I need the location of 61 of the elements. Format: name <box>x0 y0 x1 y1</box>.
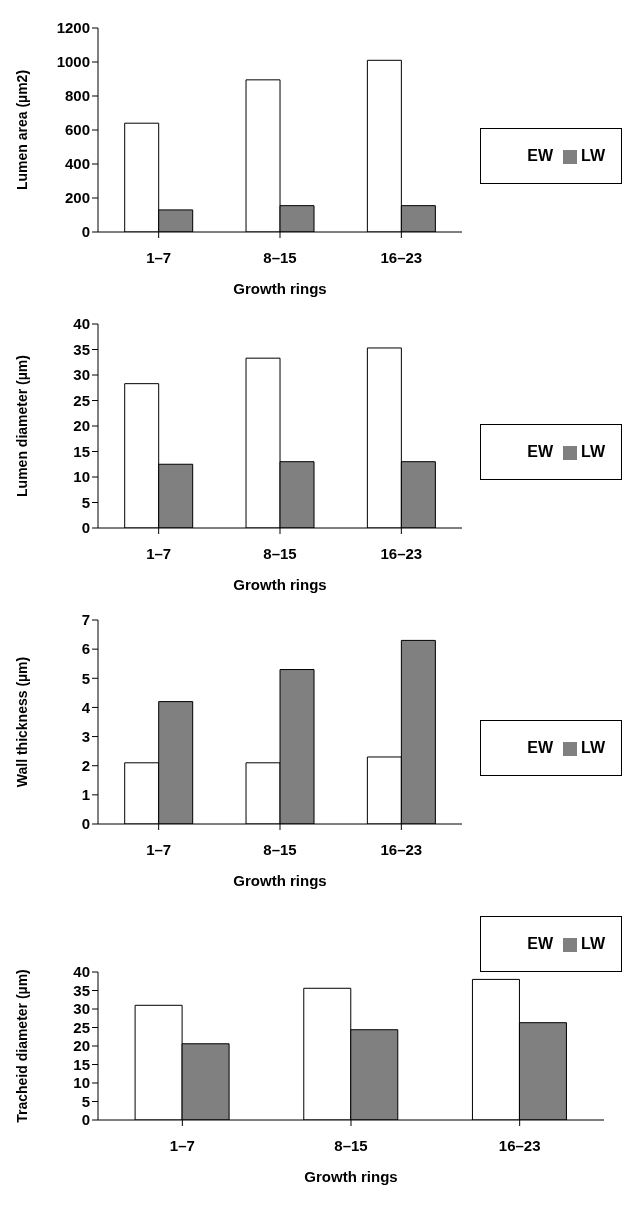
y-tick-label: 1000 <box>56 53 90 71</box>
x-tick-label: 1–7 <box>146 840 172 858</box>
y-tick-label: 2 <box>81 757 90 775</box>
y-tick-label: 200 <box>64 189 90 207</box>
x-axis-title: Growth rings <box>233 872 327 889</box>
y-tick-label: 600 <box>64 121 90 139</box>
y-tick-label: 7 <box>81 611 90 629</box>
y-tick-label: 3 <box>81 727 90 745</box>
x-tick-label: 8–15 <box>263 840 297 858</box>
x-tick-label: 16–23 <box>380 248 423 266</box>
y-axis-title: Tracheid diameter (µm) <box>13 969 30 1123</box>
y-tick-label: 5 <box>81 493 90 511</box>
y-tick-label: 35 <box>73 981 90 999</box>
y-tick-label: 40 <box>73 963 90 981</box>
x-tick-label: 16–23 <box>380 840 423 858</box>
x-tick-label: 16–23 <box>380 544 423 562</box>
legend-label: LW <box>581 935 605 952</box>
y-tick-label: 25 <box>73 1018 90 1036</box>
y-tick-label: 10 <box>73 468 90 486</box>
legend-label: LW <box>581 147 605 164</box>
y-tick-label: 30 <box>73 1000 90 1018</box>
x-tick-label: 8–15 <box>263 544 297 562</box>
y-tick-label: 25 <box>73 391 90 409</box>
y-tick-label: 6 <box>81 640 90 658</box>
x-tick-label: 16–23 <box>498 1136 541 1154</box>
text: EW <box>527 443 553 460</box>
legend-label: LW <box>581 443 605 460</box>
y-tick-label: 15 <box>73 1055 90 1073</box>
y-tick-label: 15 <box>73 442 90 460</box>
y-tick-label: 40 <box>73 315 90 333</box>
y-tick-label: 0 <box>81 1111 90 1129</box>
y-tick-label: 0 <box>81 223 90 241</box>
text: EW <box>527 739 553 756</box>
y-tick-label: 5 <box>81 669 90 687</box>
x-tick-label: 1–7 <box>146 248 172 266</box>
y-tick-label: 20 <box>73 417 90 435</box>
y-tick-label: 10 <box>73 1074 90 1092</box>
series-label: EW <box>527 935 553 952</box>
y-tick-label: 0 <box>81 519 90 537</box>
y-tick-label: 1 <box>81 786 90 804</box>
text: EW <box>527 147 553 164</box>
y-tick-label: 35 <box>73 340 90 358</box>
y-axis-title: Lumen area (µm2) <box>13 69 30 191</box>
y-tick-label: 20 <box>73 1037 90 1055</box>
y-tick-label: 5 <box>81 1092 90 1110</box>
x-tick-label: 1–7 <box>146 544 172 562</box>
y-tick-label: 400 <box>64 155 90 173</box>
x-axis-title: Growth rings <box>304 1168 398 1185</box>
legend-label: LW <box>581 739 605 756</box>
x-tick-label: 8–15 <box>263 248 297 266</box>
y-tick-label: 4 <box>81 698 91 716</box>
x-axis-title: Growth rings <box>233 280 327 297</box>
y-tick-label: 0 <box>81 815 90 833</box>
y-tick-label: 800 <box>64 87 90 105</box>
y-axis-title: Lumen diameter (µm) <box>13 355 30 497</box>
y-axis-title: Wall thickness (µm) <box>13 656 30 788</box>
x-tick-label: 1–7 <box>169 1136 195 1154</box>
y-tick-label: 1200 <box>56 19 90 37</box>
x-tick-label: 8–15 <box>334 1136 368 1154</box>
x-axis-title: Growth rings <box>233 576 327 593</box>
y-tick-label: 30 <box>73 366 90 384</box>
